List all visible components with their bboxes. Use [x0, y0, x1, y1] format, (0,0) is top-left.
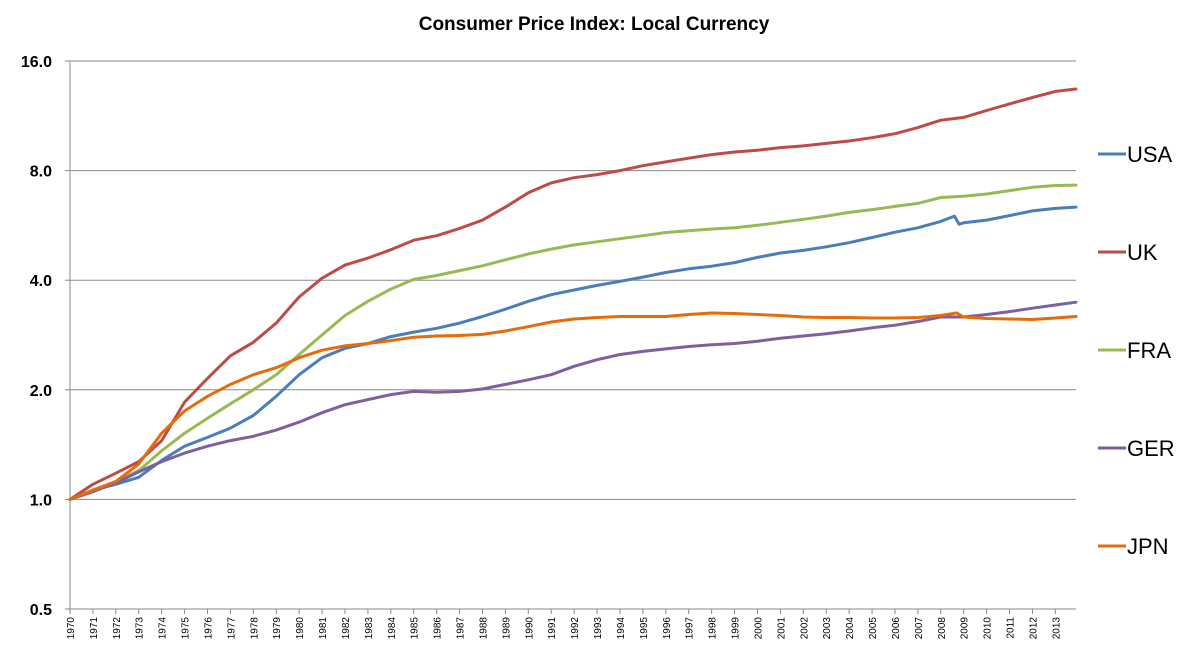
x-tick-label: 1997: [685, 617, 696, 640]
series-line-jpn: [68, 311, 1078, 501]
x-tick-label: 1979: [272, 617, 283, 640]
legend-label-ger: GER: [1127, 436, 1175, 461]
x-tick-label: 1978: [249, 617, 260, 640]
x-tick-label: 1998: [708, 617, 719, 640]
x-tick-label: 1971: [89, 617, 100, 640]
legend-label-jpn: JPN: [1127, 534, 1169, 559]
x-tick-label: 2003: [822, 617, 833, 640]
y-tick-label: 4.0: [30, 273, 52, 290]
x-tick-label: 2004: [845, 617, 856, 640]
x-tick-label: 1988: [478, 617, 489, 640]
x-tick-label: 2000: [753, 617, 764, 640]
x-tick-label: 2007: [914, 617, 925, 640]
x-tick-label: 1989: [501, 617, 512, 640]
y-tick-label: 8.0: [30, 164, 52, 181]
x-tick-label: 1990: [524, 617, 535, 640]
x-tick-label: 2005: [868, 617, 879, 640]
x-tick-label: 1981: [318, 617, 329, 640]
x-tick-label: 2009: [960, 617, 971, 640]
x-tick-label: 2002: [799, 617, 810, 640]
x-tick-label: 1991: [547, 617, 558, 640]
legend-label-usa: USA: [1127, 142, 1173, 167]
x-tick-label: 1987: [456, 617, 467, 640]
chart-title: Consumer Price Index: Local Currency: [418, 14, 770, 35]
x-tick-label: 1970: [66, 617, 77, 640]
x-tick-label: 1996: [662, 617, 673, 640]
series-line-ger: [68, 300, 1078, 501]
x-tick-label: 1980: [295, 617, 306, 640]
x-tick-label: 2008: [937, 617, 948, 640]
x-tick-label: 1995: [639, 617, 650, 640]
x-tick-label: 1972: [112, 617, 123, 640]
y-tick-label: 0.5: [30, 602, 52, 619]
x-tick-label: 2006: [891, 617, 902, 640]
series-line-usa: [68, 205, 1078, 501]
x-tick-label: 2012: [1028, 617, 1039, 640]
legend-label-fra: FRA: [1127, 338, 1171, 363]
x-tick-label: 2011: [1006, 617, 1017, 639]
x-tick-label: 1975: [181, 617, 192, 640]
x-tick-label: 1986: [433, 617, 444, 640]
x-tick-label: 2001: [776, 617, 787, 640]
x-tick-label: 2010: [983, 617, 994, 640]
x-tick-label: 1983: [364, 617, 375, 640]
x-tick-label: 1994: [616, 617, 627, 640]
legend-label-uk: UK: [1127, 240, 1158, 265]
y-tick-label: 2.0: [30, 383, 52, 400]
x-tick-label: 1984: [387, 617, 398, 640]
x-tick-label: 1973: [135, 617, 146, 640]
series-line-fra: [68, 183, 1078, 501]
x-tick-label: 1976: [203, 617, 214, 640]
y-tick-label: 1.0: [30, 492, 52, 509]
x-tick-label: 1982: [341, 617, 352, 640]
x-tick-label: 1993: [593, 617, 604, 640]
series-line-uk: [68, 87, 1078, 501]
x-tick-label: 2013: [1051, 617, 1062, 640]
x-tick-label: 1992: [570, 617, 581, 640]
x-tick-label: 1977: [226, 617, 237, 640]
x-tick-label: 1999: [731, 617, 742, 640]
x-tick-label: 1974: [158, 617, 169, 640]
x-tick-label: 1985: [410, 617, 421, 640]
y-tick-label: 16.0: [21, 54, 52, 71]
